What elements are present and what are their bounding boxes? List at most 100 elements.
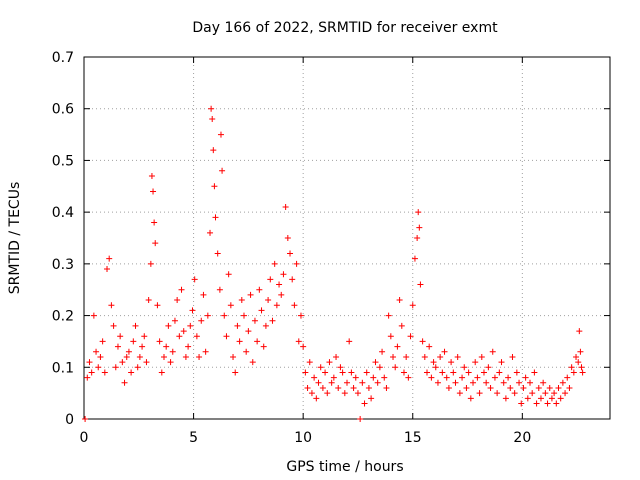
data-point <box>210 147 217 154</box>
data-point <box>219 167 226 174</box>
data-point <box>148 172 155 179</box>
data-point <box>167 359 174 366</box>
data-point <box>461 364 468 371</box>
data-point <box>311 374 318 381</box>
x-axis-label: GPS time / hours <box>286 459 403 475</box>
data-point <box>564 374 571 381</box>
data-point <box>306 359 313 366</box>
data-point <box>104 266 111 273</box>
data-point <box>445 384 452 391</box>
data-point <box>390 353 397 360</box>
data-point <box>370 374 377 381</box>
data-point <box>392 364 399 371</box>
data-point <box>348 369 355 376</box>
data-point <box>472 359 479 366</box>
data-point <box>513 369 520 376</box>
data-point <box>169 348 176 355</box>
data-point <box>130 338 137 345</box>
data-point <box>437 353 444 360</box>
y-tick-label: 0.1 <box>52 360 74 376</box>
data-point <box>522 374 529 381</box>
data-point <box>434 379 441 386</box>
data-point <box>419 338 426 345</box>
data-point <box>576 328 583 335</box>
y-tick-label: 0.5 <box>52 153 74 169</box>
data-point <box>407 333 414 340</box>
data-point <box>300 343 307 350</box>
data-point <box>191 276 198 283</box>
data-point <box>240 312 247 319</box>
data-point <box>262 322 269 329</box>
data-point <box>341 390 348 397</box>
data-point <box>394 343 401 350</box>
data-points <box>82 105 586 422</box>
data-point <box>578 364 585 371</box>
data-point <box>280 271 287 278</box>
data-point <box>171 317 178 324</box>
data-point <box>450 369 457 376</box>
data-point <box>540 379 547 386</box>
data-point <box>354 390 361 397</box>
data-point <box>125 348 132 355</box>
data-point <box>230 353 237 360</box>
data-point <box>151 219 158 226</box>
data-point <box>573 353 580 360</box>
data-point <box>185 343 192 350</box>
y-tick-label: 0.3 <box>52 257 74 273</box>
data-point <box>379 348 386 355</box>
data-point <box>465 369 472 376</box>
data-point <box>352 374 359 381</box>
data-point <box>428 374 435 381</box>
data-point <box>335 384 342 391</box>
data-point <box>489 348 496 355</box>
y-tick-label: 0.2 <box>52 309 74 325</box>
data-point <box>476 390 483 397</box>
data-point <box>180 328 187 335</box>
data-point <box>531 369 538 376</box>
data-point <box>238 297 245 304</box>
data-point <box>208 105 215 112</box>
chart-title: Day 166 of 2022, SRMTID for receiver exm… <box>192 20 498 36</box>
data-point <box>297 312 304 319</box>
data-point <box>178 286 185 293</box>
data-point <box>232 369 239 376</box>
data-point <box>456 390 463 397</box>
data-point <box>575 359 582 366</box>
data-point <box>470 379 477 386</box>
series-srmtid <box>82 105 586 422</box>
data-point <box>99 338 106 345</box>
data-point <box>271 260 278 267</box>
data-point <box>214 250 221 257</box>
data-point <box>176 333 183 340</box>
data-point <box>577 348 584 355</box>
data-point <box>368 395 375 402</box>
data-point <box>537 395 544 402</box>
data-point <box>416 224 423 231</box>
data-point <box>555 384 562 391</box>
data-point <box>225 271 232 278</box>
x-tick-label: 15 <box>404 430 422 446</box>
data-point <box>414 235 421 241</box>
data-point <box>328 379 335 386</box>
data-point <box>480 369 487 376</box>
data-point <box>548 395 555 402</box>
data-point <box>505 374 512 381</box>
data-point <box>273 302 280 309</box>
data-point <box>374 379 381 386</box>
data-point <box>365 384 372 391</box>
data-point <box>432 364 439 371</box>
data-point <box>546 384 553 391</box>
data-point <box>579 369 586 376</box>
data-point <box>385 312 392 319</box>
data-point <box>502 395 509 402</box>
data-point <box>223 333 230 340</box>
data-point <box>189 307 196 314</box>
data-point <box>568 364 575 371</box>
data-point <box>317 364 324 371</box>
data-point <box>247 291 254 298</box>
data-point <box>485 364 492 371</box>
data-point <box>117 333 124 340</box>
data-point <box>322 369 329 376</box>
data-point <box>97 353 104 360</box>
